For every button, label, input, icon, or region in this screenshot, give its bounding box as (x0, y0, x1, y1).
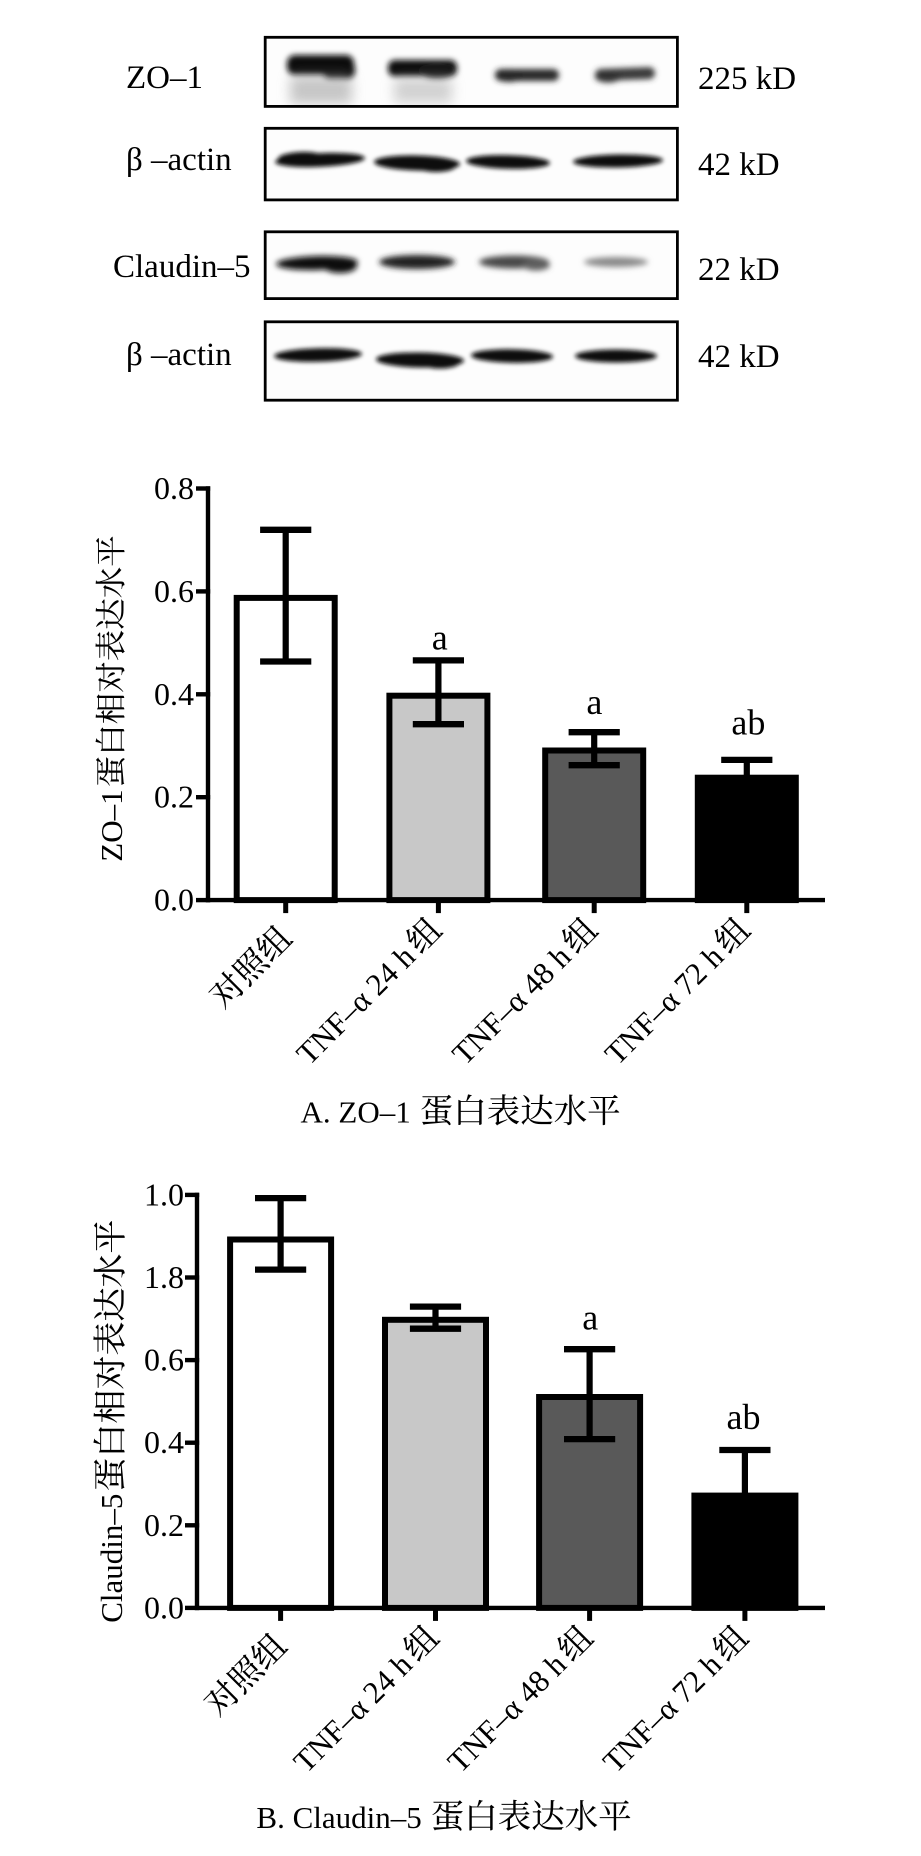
svg-text:ab: ab (731, 703, 765, 743)
svg-text:Claudin–5: Claudin–5 (94, 1494, 129, 1623)
svg-text:β –actin: β –actin (126, 337, 232, 373)
svg-text:β –actin: β –actin (126, 142, 232, 178)
svg-text:0.0: 0.0 (154, 882, 194, 918)
svg-text:0.4: 0.4 (144, 1424, 184, 1460)
svg-text:A. ZO–1: A. ZO–1 (301, 1095, 411, 1130)
svg-text:a: a (582, 1297, 598, 1337)
svg-text:ab: ab (727, 1397, 761, 1437)
svg-text:ZO–1: ZO–1 (126, 60, 203, 96)
svg-text:a: a (586, 682, 602, 722)
svg-text:B. Claudin–5: B. Claudin–5 (256, 1800, 421, 1835)
svg-text:1.8: 1.8 (144, 1259, 184, 1295)
svg-text:ZO–1: ZO–1 (94, 789, 129, 861)
svg-text:0.6: 0.6 (144, 1342, 184, 1378)
svg-text:0.2: 0.2 (144, 1507, 184, 1543)
svg-text:0.2: 0.2 (154, 779, 194, 815)
svg-text:42 kD: 42 kD (698, 339, 780, 375)
svg-text:0.6: 0.6 (154, 573, 194, 609)
svg-text:1.0: 1.0 (144, 1176, 184, 1212)
svg-text:Claudin–5: Claudin–5 (113, 249, 251, 285)
svg-text:0.0: 0.0 (144, 1589, 184, 1625)
svg-text:a: a (432, 618, 448, 658)
svg-text:22 kD: 22 kD (698, 252, 780, 288)
svg-text:0.4: 0.4 (154, 676, 194, 712)
svg-text:0.8: 0.8 (154, 470, 194, 506)
svg-text:225 kD: 225 kD (698, 61, 796, 97)
svg-text:42 kD: 42 kD (698, 147, 780, 183)
